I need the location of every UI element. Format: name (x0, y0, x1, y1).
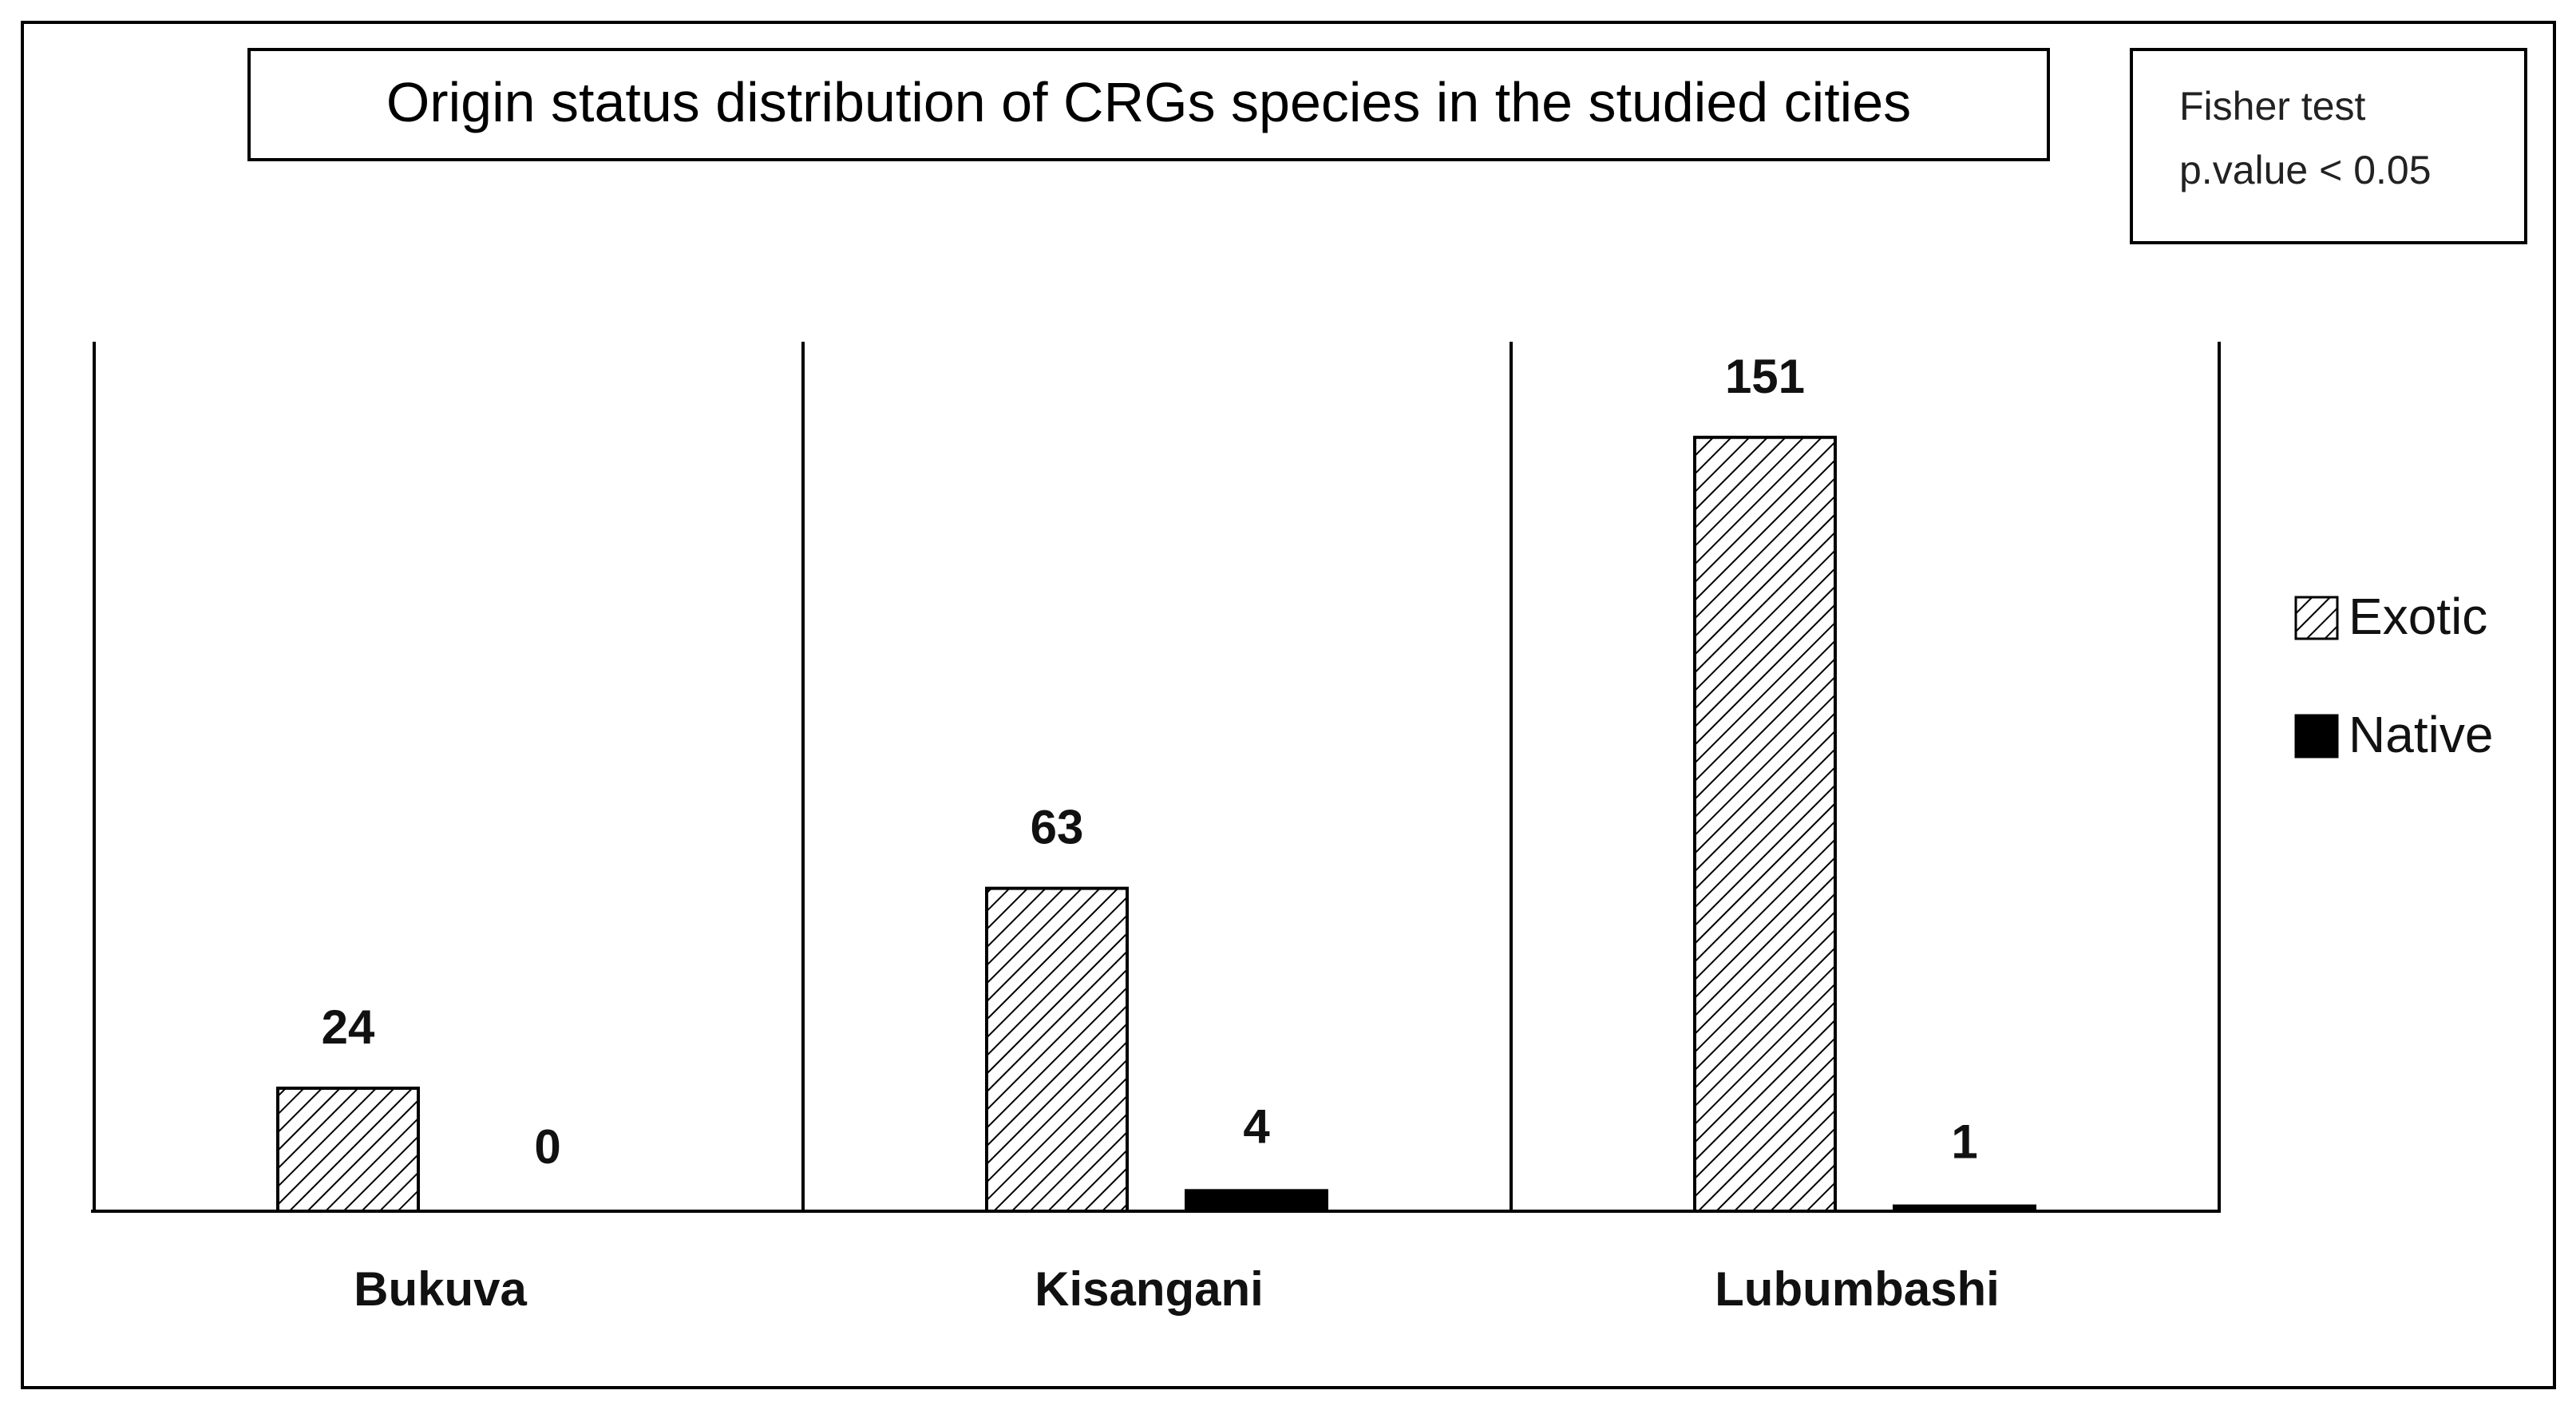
legend-label-exotic: Exotic (2348, 588, 2487, 645)
bar-exotic-lubumbashi (1693, 435, 1837, 1213)
outer-frame (21, 21, 2556, 1389)
data-label-native-kisangani: 4 (1243, 1099, 1270, 1153)
stat-box (2130, 48, 2527, 244)
legend-label-native: Native (2348, 706, 2493, 763)
legend-swatch-exotic (2294, 596, 2339, 640)
category-axis: Bukuva Kisangani Lubumbashi (354, 1262, 2000, 1316)
data-label-exotic-bukuva: 24 (322, 1000, 375, 1054)
bar-native-kisangani (1185, 1189, 1328, 1213)
title-box (247, 48, 2050, 161)
data-label-native-lubumbashi: 1 (1951, 1115, 1977, 1169)
category-label-lubumbashi: Lubumbashi (1715, 1262, 2000, 1316)
stat-line-1: Fisher test (2179, 84, 2366, 129)
bar-exotic-kisangani (985, 886, 1129, 1214)
category-label-kisangani: Kisangani (1035, 1262, 1264, 1316)
bar-native-lubumbashi (1893, 1204, 2036, 1214)
chart-title: Origin status distribution of CRGs speci… (386, 71, 1911, 133)
stat-line-2: p.value < 0.05 (2179, 148, 2432, 192)
category-label-bukuva: Bukuva (354, 1262, 527, 1316)
legend-swatch-native (2294, 714, 2339, 758)
data-label-native-bukuva: 0 (534, 1120, 560, 1174)
bar-exotic-bukuva (276, 1086, 420, 1213)
labels-layer: 24 0 63 4 151 1 (322, 350, 1978, 1174)
bars-layer (276, 435, 2036, 1214)
data-label-exotic-kisangani: 63 (1031, 801, 1084, 854)
data-label-exotic-lubumbashi: 151 (1725, 350, 1805, 403)
legend: Exotic Native (2294, 588, 2493, 763)
